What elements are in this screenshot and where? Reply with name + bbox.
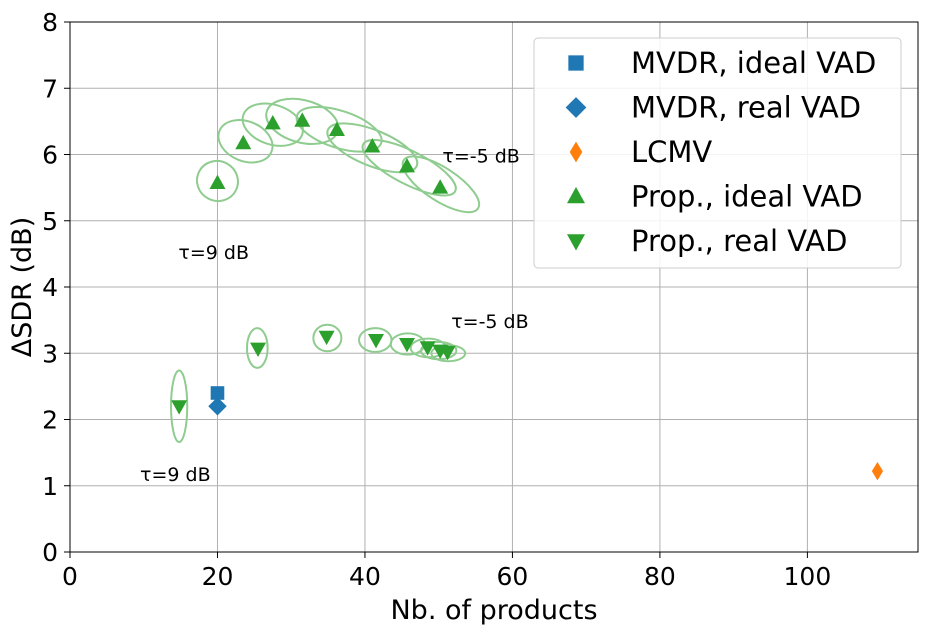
x-tick-label: 60 <box>497 562 529 591</box>
confidence-ellipse <box>170 369 189 444</box>
confidence-ellipse <box>241 102 304 147</box>
annotation: τ=9 dB <box>178 242 249 264</box>
data-points <box>171 112 884 481</box>
data-point <box>210 386 225 400</box>
axis-ticks: 0 20 40 60 80 100 0 1 2 3 4 5 6 7 8 <box>42 8 831 591</box>
annotation: τ=9 dB <box>140 464 211 486</box>
x-tick-label: 100 <box>784 562 832 591</box>
data-point <box>235 134 252 150</box>
y-tick-label: 6 <box>42 141 58 170</box>
x-tick-label: 20 <box>202 562 234 591</box>
confidence-ellipses <box>170 97 481 444</box>
y-tick-label: 8 <box>42 8 58 37</box>
y-axis-label: ΔSDR (dB) <box>7 217 38 357</box>
data-point <box>328 121 345 136</box>
legend-marker <box>565 97 587 118</box>
data-point <box>250 342 267 358</box>
confidence-ellipse <box>312 323 343 353</box>
y-tick-label: 5 <box>42 207 58 236</box>
legend-label: MVDR, ideal VAD <box>631 46 876 80</box>
x-tick-label: 0 <box>62 562 78 591</box>
confidence-ellipse <box>401 155 481 214</box>
x-axis-label: Nb. of products <box>390 595 597 626</box>
data-point <box>294 112 311 127</box>
data-point <box>209 174 226 189</box>
y-tick-label: 1 <box>42 472 58 501</box>
confidence-ellipse <box>245 327 269 369</box>
confidence-ellipse <box>295 106 383 153</box>
legend-label: LCMV <box>631 135 712 169</box>
data-point <box>398 158 415 173</box>
annotation: τ=-5 dB <box>442 145 519 167</box>
confidence-ellipse <box>195 159 239 203</box>
legend-label: Prop., ideal VAD <box>631 180 863 214</box>
legend-label: Prop., real VAD <box>631 224 847 258</box>
y-tick-label: 2 <box>42 406 58 435</box>
data-point <box>171 400 188 415</box>
legend: MVDR, ideal VAD MVDR, real VAD LCMV Prop., … <box>533 37 902 269</box>
data-point <box>398 337 415 353</box>
annotations: τ=9 dB τ=-5 dB τ=9 dB τ=-5 dB <box>140 145 529 486</box>
data-point <box>208 397 227 416</box>
legend-marker <box>567 234 585 251</box>
data-point <box>264 114 281 130</box>
confidence-ellipse <box>361 139 457 197</box>
data-point <box>439 345 456 361</box>
legend-marker <box>568 55 584 71</box>
data-point <box>432 179 449 194</box>
data-point <box>364 138 381 153</box>
confidence-ellipse <box>326 122 419 174</box>
y-tick-label: 3 <box>42 339 58 368</box>
legend-marker <box>567 187 585 204</box>
x-tick-label: 80 <box>644 562 676 591</box>
confidence-ellipse <box>217 119 274 164</box>
data-point <box>419 341 436 356</box>
data-point <box>318 330 335 346</box>
y-tick-label: 0 <box>42 538 58 567</box>
legend-box <box>533 37 902 269</box>
data-point <box>871 461 884 481</box>
legend-label: MVDR, real VAD <box>631 91 861 125</box>
x-tick-label: 40 <box>349 562 381 591</box>
y-tick-label: 7 <box>42 74 58 103</box>
annotation: τ=-5 dB <box>451 311 528 333</box>
data-point <box>368 334 385 349</box>
confidence-ellipse <box>430 344 467 363</box>
legend-marker <box>569 141 583 163</box>
y-tick-label: 4 <box>42 273 58 302</box>
